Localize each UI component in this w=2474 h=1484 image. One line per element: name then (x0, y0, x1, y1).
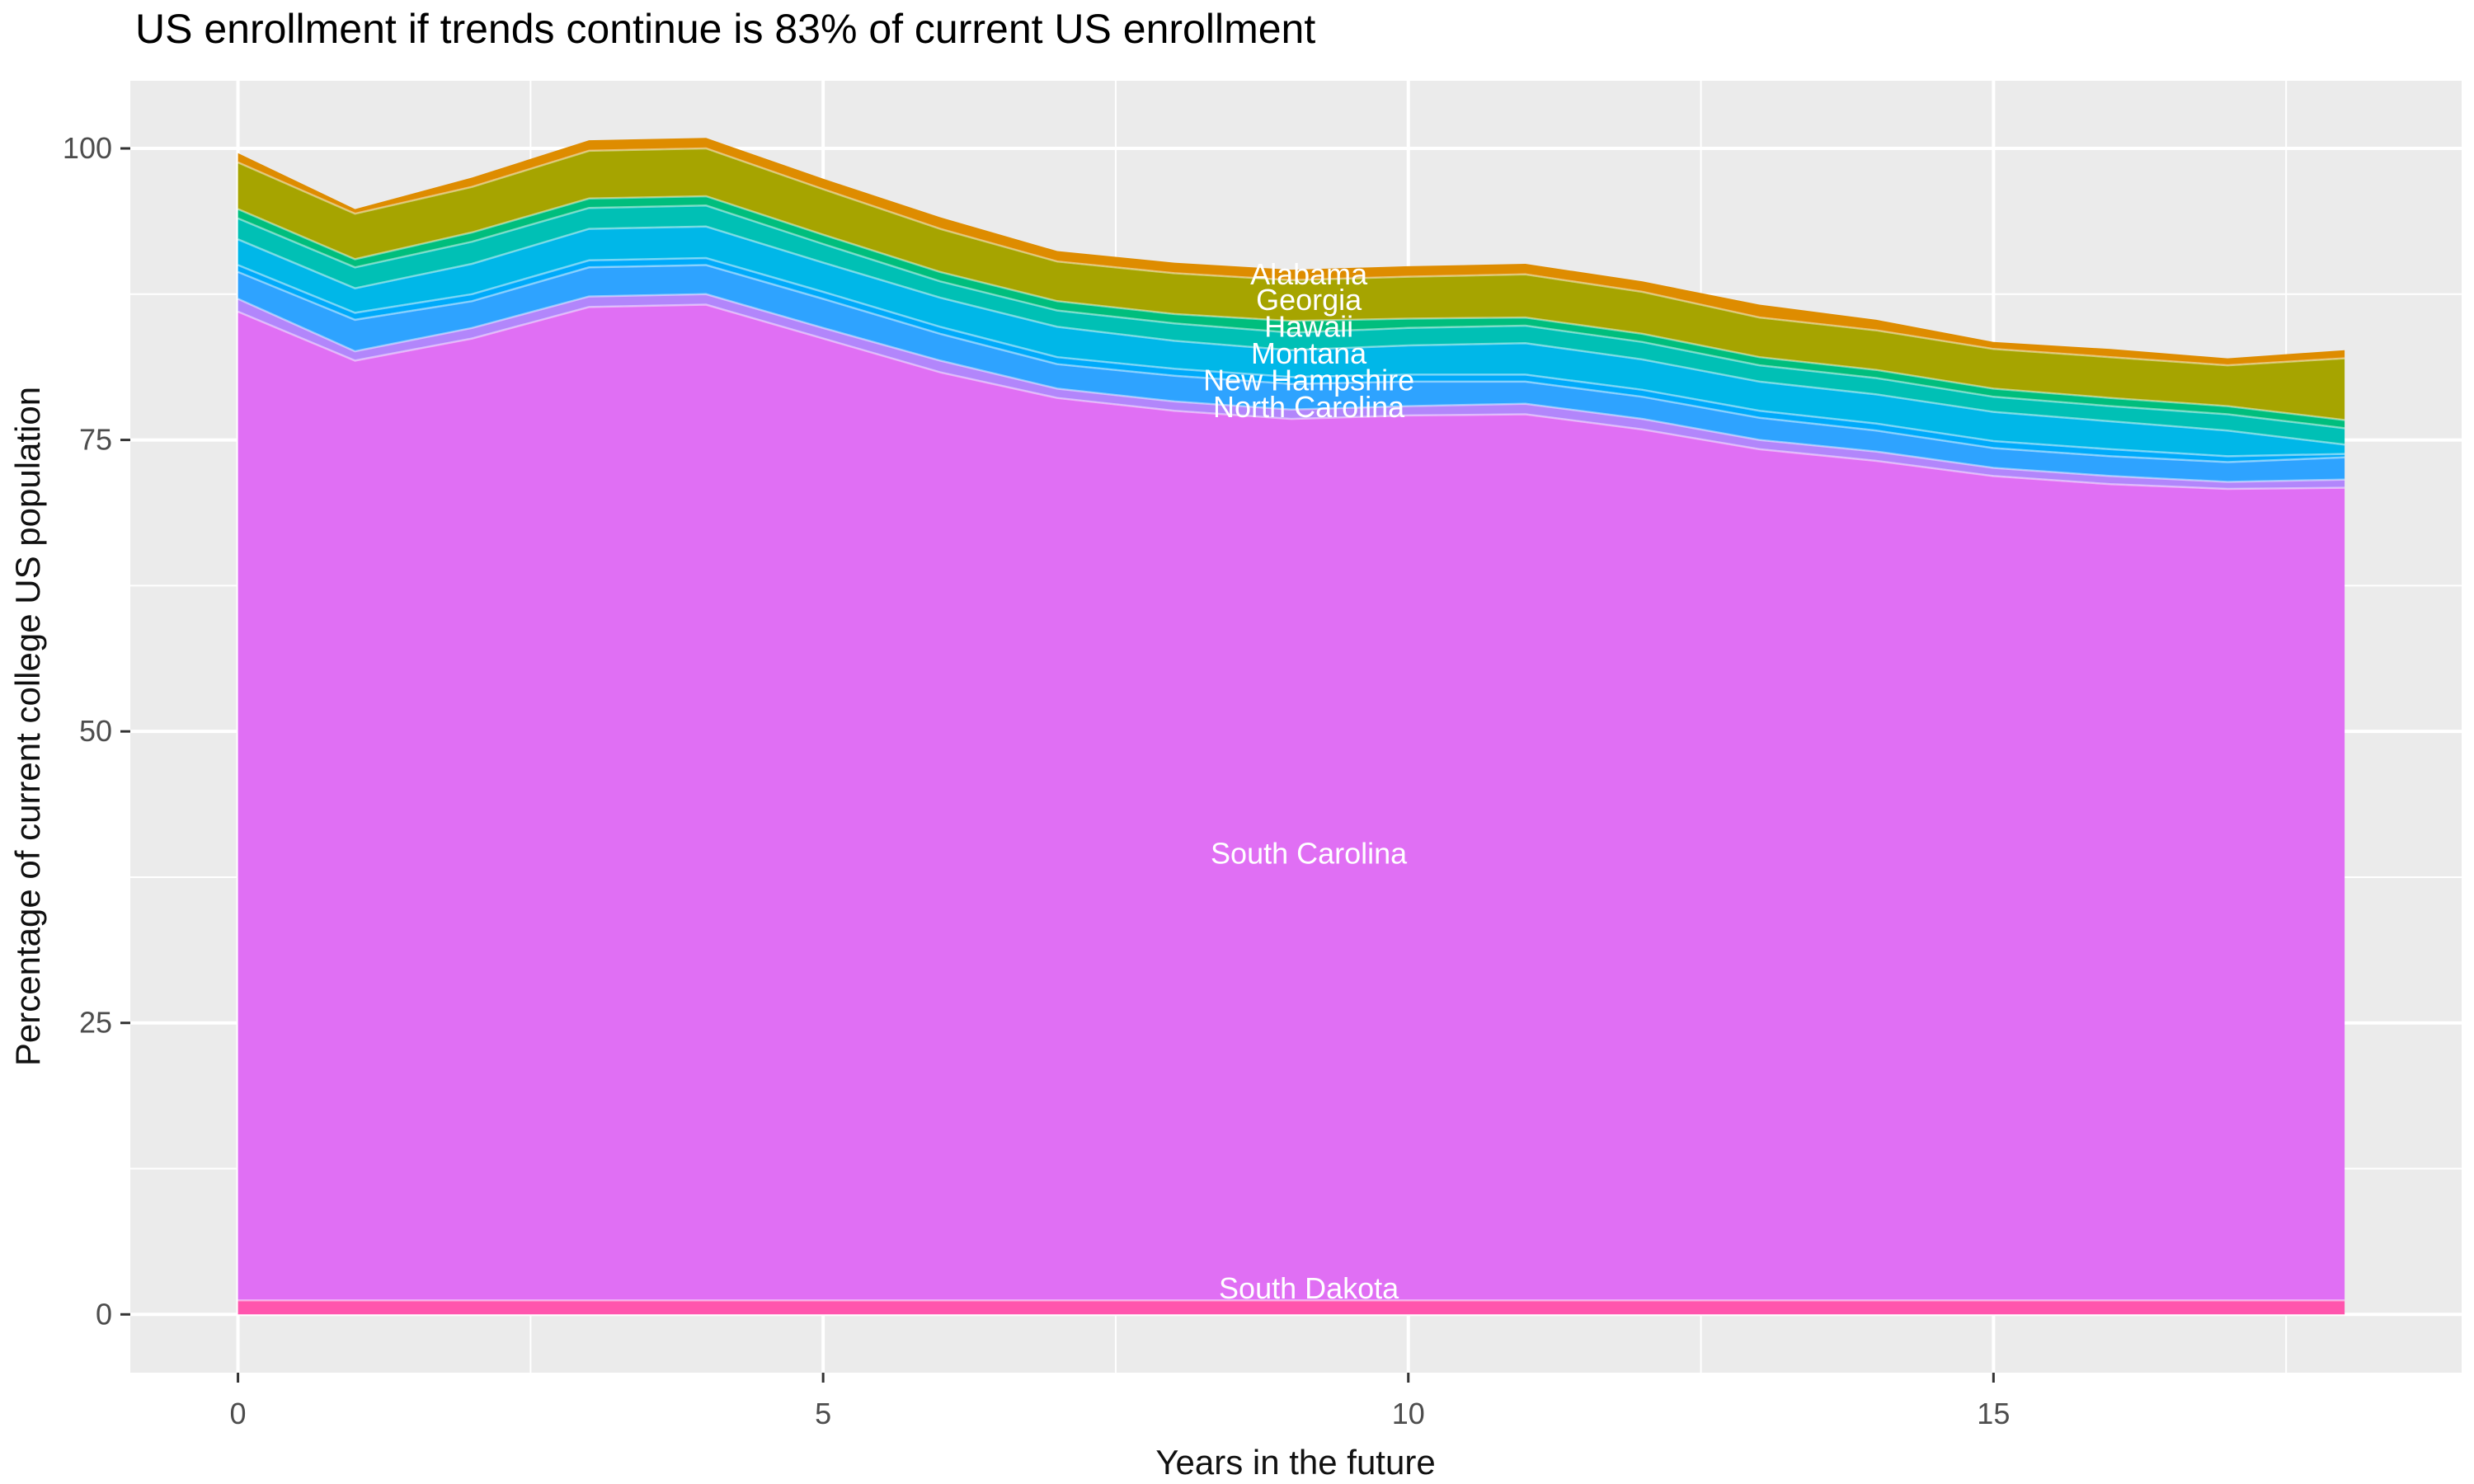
chart-title: US enrollment if trends continue is 83% … (135, 6, 1315, 52)
band-label-montana: Montana (1251, 336, 1367, 370)
band-label-new-hampshire: New Hampshire (1203, 363, 1414, 397)
band-edge (238, 225, 2345, 446)
area-band-new-hampshire (238, 226, 2345, 457)
y-tick-label: 0 (96, 1297, 112, 1331)
x-tick-label: 0 (230, 1397, 247, 1430)
axes: 0 25 50 75 100 0 5 10 15 (63, 131, 2010, 1430)
band-edge (238, 204, 2345, 430)
x-tick-label: 5 (815, 1397, 831, 1430)
y-tick-label: 25 (79, 1006, 112, 1040)
area-band-north-carolina (238, 265, 2345, 482)
area-bands (238, 138, 2345, 1315)
area-band-montana (238, 205, 2345, 445)
band-edge (238, 264, 2345, 463)
x-axis-title: Years in the future (1155, 1443, 1435, 1482)
band-edge (238, 293, 2345, 483)
area-band-south-carolina (238, 304, 2345, 1301)
band-label-south-carolina: South Carolina (1211, 837, 1408, 871)
band-label-north-carolina: North Carolina (1213, 390, 1405, 424)
y-tick-label: 100 (63, 131, 112, 165)
band-edge (238, 303, 2345, 491)
band-label-hawaii: Hawaii (1264, 309, 1353, 343)
x-tick-label: 15 (1977, 1397, 2010, 1430)
band-edge (238, 256, 2345, 458)
band-edge (238, 195, 2345, 421)
band-label-georgia: Georgia (1256, 283, 1362, 317)
band-label-alabama: Alabama (1250, 257, 1368, 291)
area-band-south-dakota (238, 1300, 2345, 1315)
y-tick-label: 75 (79, 423, 112, 457)
y-axis-title: Percentage of current college US populat… (8, 387, 47, 1066)
area-band-georgia (238, 148, 2345, 420)
band-edge (238, 147, 2345, 367)
band-label-south-dakota: South Dakota (1219, 1271, 1399, 1305)
y-tick-label: 50 (79, 714, 112, 748)
x-tick-label: 10 (1392, 1397, 1425, 1430)
area-band-hawaii (238, 196, 2345, 429)
